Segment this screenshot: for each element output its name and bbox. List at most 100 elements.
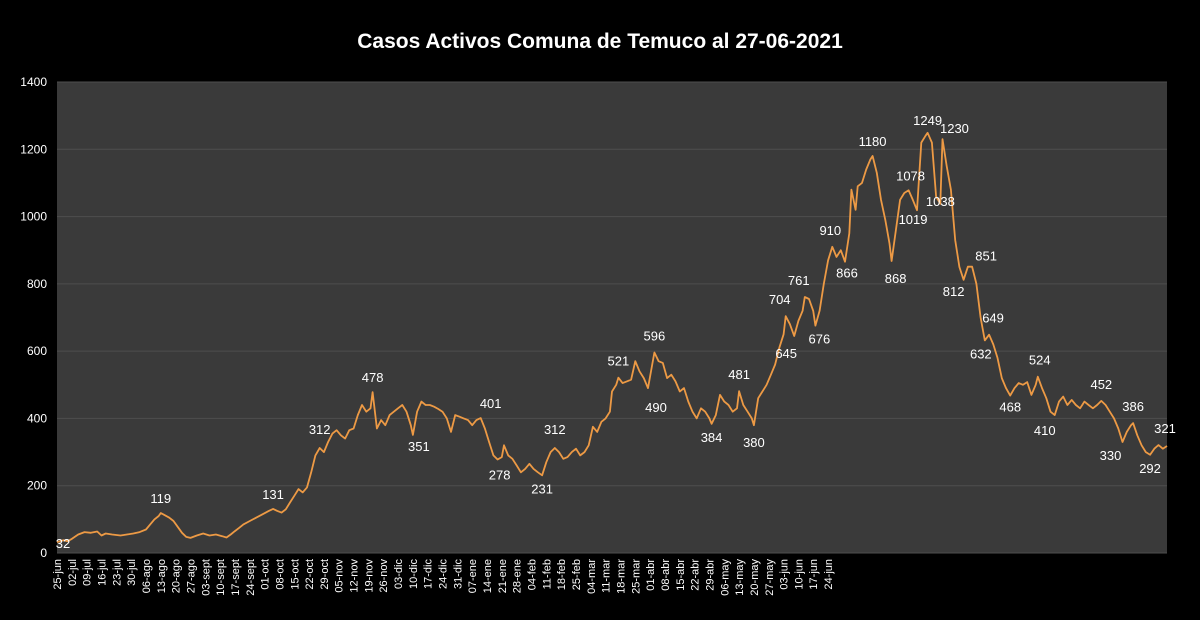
x-tick-label: 09-jul — [82, 559, 94, 586]
x-tick-label: 18-mar — [615, 559, 627, 594]
data-label: 231 — [531, 481, 553, 496]
data-label: 812 — [943, 284, 965, 299]
x-tick-label: 06-may — [719, 559, 731, 596]
x-tick-label: 03-dic — [393, 559, 405, 589]
y-tick-label: 1000 — [20, 210, 47, 224]
y-axis-ticks: 0 200 400 600 800 1000 1200 1400 — [20, 75, 47, 560]
data-label: 851 — [975, 249, 997, 264]
series-layer — [56, 131, 1168, 544]
x-tick-label: 10-sept — [215, 559, 227, 596]
x-tick-label: 27-may — [764, 559, 776, 596]
data-label: 410 — [1034, 423, 1056, 438]
data-label: 868 — [885, 271, 907, 286]
x-tick-label: 10-jun — [793, 559, 805, 590]
data-label: 384 — [701, 430, 723, 445]
data-label: 131 — [262, 487, 284, 502]
data-label: 1078 — [896, 168, 925, 183]
data-label: 468 — [999, 400, 1021, 415]
y-tick-label: 0 — [40, 546, 47, 560]
y-tick-label: 800 — [27, 277, 47, 291]
data-label: 312 — [544, 422, 566, 437]
x-tick-label: 17-jun — [808, 559, 820, 590]
x-tick-label: 17-sept — [230, 559, 242, 596]
data-label: 596 — [644, 328, 666, 343]
data-label: 632 — [970, 346, 992, 361]
data-label: 704 — [769, 292, 791, 307]
x-tick-label: 17-dic — [423, 559, 435, 589]
x-tick-label: 30-jul — [126, 559, 138, 586]
data-label: 1038 — [926, 194, 955, 209]
x-tick-label: 11-feb — [541, 559, 553, 589]
x-tick-label: 05-nov — [334, 559, 346, 593]
x-tick-label: 16-jul — [96, 559, 108, 586]
x-tick-label: 24-sept — [245, 559, 257, 596]
x-tick-label: 15-oct — [289, 559, 301, 590]
data-label: 380 — [743, 435, 765, 450]
x-tick-label: 29-oct — [319, 559, 331, 590]
data-label: 321 — [1154, 421, 1176, 436]
x-tick-label: 20-may — [749, 559, 761, 596]
data-label: 386 — [1122, 399, 1144, 414]
y-tick-label: 1400 — [20, 75, 47, 89]
data-label: 32 — [56, 536, 70, 551]
x-tick-label: 02-jul — [67, 559, 79, 586]
x-tick-label: 25-jun — [52, 559, 64, 590]
x-tick-label: 22-oct — [304, 559, 316, 590]
x-tick-label: 07-ene — [467, 559, 479, 593]
data-label: 278 — [489, 467, 511, 482]
x-tick-label: 26-nov — [378, 559, 390, 593]
plot-area — [57, 82, 1167, 553]
x-tick-label: 08-abr — [660, 559, 672, 591]
y-tick-label: 400 — [27, 411, 47, 425]
y-tick-label: 600 — [27, 344, 47, 358]
x-tick-label: 27-ago — [185, 559, 197, 593]
x-tick-label: 13-ago — [156, 559, 168, 593]
x-tick-label: 28-ene — [512, 559, 524, 593]
data-label: 1249 — [913, 113, 942, 128]
x-tick-label: 01-abr — [645, 559, 657, 591]
data-label: 761 — [788, 273, 810, 288]
data-label: 1180 — [859, 134, 887, 149]
x-tick-label: 06-ago — [141, 559, 153, 593]
x-tick-label: 08-oct — [274, 559, 286, 590]
gridlines — [57, 81, 1167, 554]
x-tick-label: 01-oct — [260, 559, 272, 590]
x-tick-label: 03-jun — [779, 559, 791, 590]
x-tick-label: 14-ene — [482, 559, 494, 593]
data-label: 866 — [836, 266, 858, 281]
x-tick-label: 25-feb — [571, 559, 583, 590]
data-label: 676 — [809, 332, 831, 347]
x-tick-label: 19-nov — [363, 559, 375, 593]
data-label: 330 — [1100, 448, 1122, 463]
x-tick-label: 15-abr — [675, 559, 687, 591]
data-label: 481 — [728, 367, 750, 382]
data-label: 1019 — [899, 212, 928, 227]
data-label: 524 — [1029, 353, 1051, 368]
x-tick-label: 20-ago — [171, 559, 183, 593]
x-tick-label: 25-mar — [630, 559, 642, 594]
data-label: 312 — [309, 422, 331, 437]
data-label: 401 — [480, 396, 502, 411]
chart-title: Casos Activos Comuna de Temuco al 27-06-… — [357, 30, 843, 53]
x-tick-label: 24-jun — [823, 559, 835, 590]
data-label: 452 — [1090, 377, 1112, 392]
x-tick-label: 18-feb — [556, 559, 568, 590]
data-label: 521 — [608, 354, 630, 369]
data-label: 645 — [775, 346, 797, 361]
x-tick-label: 04-feb — [527, 559, 539, 590]
data-label: 649 — [982, 311, 1004, 326]
data-label: 292 — [1139, 461, 1161, 476]
y-tick-label: 200 — [27, 479, 47, 493]
x-axis-ticks: 25-jun 02-jul 09-jul 16-jul 23-jul 30-jul 06-a… — [52, 559, 835, 596]
y-tick-label: 1200 — [20, 142, 47, 156]
data-label: 351 — [408, 439, 430, 454]
data-label: 119 — [150, 491, 171, 506]
x-tick-label: 11-mar — [601, 559, 613, 593]
x-tick-label: 31-dic — [452, 559, 464, 589]
x-tick-label: 10-dic — [408, 559, 420, 589]
x-tick-label: 04-mar — [586, 559, 598, 594]
x-tick-label: 21-ene — [497, 559, 509, 593]
x-tick-label: 03-sept — [200, 559, 212, 596]
